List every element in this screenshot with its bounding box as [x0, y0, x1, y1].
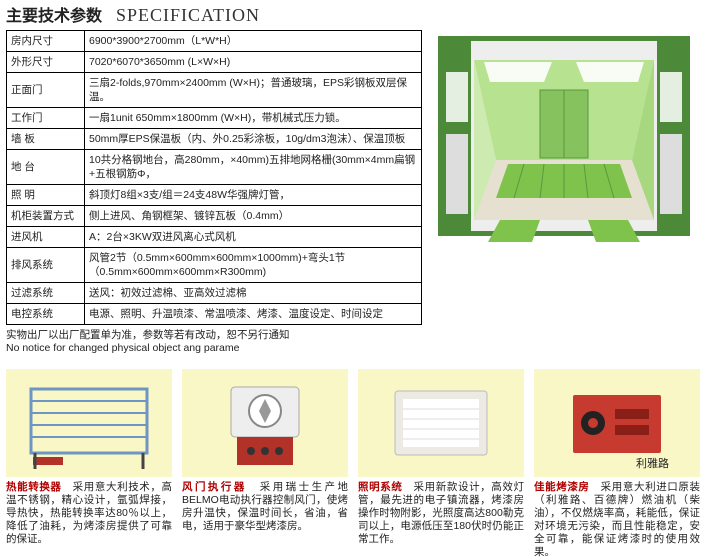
spec-value: 斜顶灯8组×3支/组＝24支48W华强牌灯管， — [85, 185, 422, 206]
table-row: 工作门一扇1unit 650mm×1800mm (W×H)，带机械式压力锁。 — [7, 108, 422, 129]
table-row: 排风系统风管2节（0.5mm×600mm×600mm×1000mm)+弯头1节（… — [7, 248, 422, 283]
spec-key: 照 明 — [7, 185, 85, 206]
spec-value: 50mm厚EPS保温板（内、外0.25彩涂板，10g/dm3泡沫）、保温顶板 — [85, 129, 422, 150]
component-thumb — [358, 369, 524, 477]
table-row: 地 台10共分格钢地台，高280mm，×40mm)五排地网格栅(30mm×4mm… — [7, 150, 422, 185]
component-thumb — [182, 369, 348, 477]
table-row: 外形尺寸7020*6070*3650mm (L×W×H) — [7, 52, 422, 73]
table-row: 电控系统电源、照明、升温喷漆、常温喷漆、烤漆、温度设定、时间设定 — [7, 304, 422, 325]
spec-value: 送风：初效过滤棉、亚高效过滤棉 — [85, 283, 422, 304]
spec-key: 正面门 — [7, 73, 85, 108]
table-row: 正面门三扇2-folds,970mm×2400mm (W×H)；普通玻璃，EPS… — [7, 73, 422, 108]
table-row: 机柜装置方式侧上进风、角钢框架、镀锌瓦板（0.4mm） — [7, 206, 422, 227]
spec-value: 10共分格钢地台，高280mm，×40mm)五排地网格栅(30mm×4mm扁钢+… — [85, 150, 422, 185]
component-title: 风门执行器 — [182, 481, 247, 493]
spec-key: 墙 板 — [7, 129, 85, 150]
title-cn: 主要技术参数 — [6, 2, 102, 26]
table-row: 墙 板50mm厚EPS保温板（内、外0.25彩涂板，10g/dm3泡沫）、保温顶… — [7, 129, 422, 150]
title-en: SPECIFICATION — [116, 5, 260, 26]
spec-value: 6900*3900*2700mm（L*W*H） — [85, 31, 422, 52]
component-text: 风门执行器 采用瑞士生产地BELMO电动执行器控制风门，使烤房升温快，保温时间长… — [182, 477, 348, 533]
table-row: 房内尺寸6900*3900*2700mm（L*W*H） — [7, 31, 422, 52]
spec-value: 风管2节（0.5mm×600mm×600mm×1000mm)+弯头1节（0.5m… — [85, 248, 422, 283]
spec-key: 进风机 — [7, 227, 85, 248]
spec-value: 7020*6070*3650mm (L×W×H) — [85, 52, 422, 73]
component-text: 照明系统 采用新款设计，高效灯管，最先进的电子镇流器，烤漆房操作时物附影，光照度… — [358, 477, 524, 546]
component-card: 风门执行器 采用瑞士生产地BELMO电动执行器控制风门，使烤房升温快，保温时间长… — [182, 369, 348, 559]
component-text: 佳能烤漆房 采用意大利进口原装（利雅路、百德牌）燃油机（柴油），不仅燃烧率高，耗… — [534, 477, 700, 559]
spec-key: 工作门 — [7, 108, 85, 129]
note-en: No notice for changed physical object an… — [6, 342, 700, 355]
table-row: 进风机A：2台×3KW双进风离心式风机 — [7, 227, 422, 248]
table-row: 照 明斜顶灯8组×3支/组＝24支48W华强牌灯管， — [7, 185, 422, 206]
spec-value: 三扇2-folds,970mm×2400mm (W×H)；普通玻璃，EPS彩钢板… — [85, 73, 422, 108]
component-title: 照明系统 — [358, 481, 402, 493]
component-title: 佳能烤漆房 — [534, 481, 590, 493]
component-card: 照明系统 采用新款设计，高效灯管，最先进的电子镇流器，烤漆房操作时物附影，光照度… — [358, 369, 524, 559]
component-thumb — [6, 369, 172, 477]
spec-table: 房内尺寸6900*3900*2700mm（L*W*H）外形尺寸7020*6070… — [6, 30, 422, 325]
spec-key: 过滤系统 — [7, 283, 85, 304]
component-card: 佳能烤漆房 采用意大利进口原装（利雅路、百德牌）燃油机（柴油），不仅燃烧率高，耗… — [534, 369, 700, 559]
spec-key: 房内尺寸 — [7, 31, 85, 52]
spec-value: 一扇1unit 650mm×1800mm (W×H)，带机械式压力锁。 — [85, 108, 422, 129]
note-cn: 实物出厂以出厂配置单为准，参数等若有改动，恕不另行通知 — [6, 329, 700, 342]
component-title: 热能转换器 — [6, 481, 62, 493]
spec-key: 机柜装置方式 — [7, 206, 85, 227]
spec-key: 排风系统 — [7, 248, 85, 283]
component-thumb — [534, 369, 700, 477]
component-text: 热能转换器 采用意大利技术，高温不锈钢，精心设计，氩弧焊接，导热快，热能转换率达… — [6, 477, 172, 546]
spray-booth-illustration — [432, 30, 696, 254]
spec-key: 地 台 — [7, 150, 85, 185]
table-row: 过滤系统送风：初效过滤棉、亚高效过滤棉 — [7, 283, 422, 304]
spec-value: 侧上进风、角钢框架、镀锌瓦板（0.4mm） — [85, 206, 422, 227]
spec-value: 电源、照明、升温喷漆、常温喷漆、烤漆、温度设定、时间设定 — [85, 304, 422, 325]
component-card: 热能转换器 采用意大利技术，高温不锈钢，精心设计，氩弧焊接，导热快，热能转换率达… — [6, 369, 172, 559]
spec-value: A：2台×3KW双进风离心式风机 — [85, 227, 422, 248]
spec-key: 电控系统 — [7, 304, 85, 325]
spec-key: 外形尺寸 — [7, 52, 85, 73]
